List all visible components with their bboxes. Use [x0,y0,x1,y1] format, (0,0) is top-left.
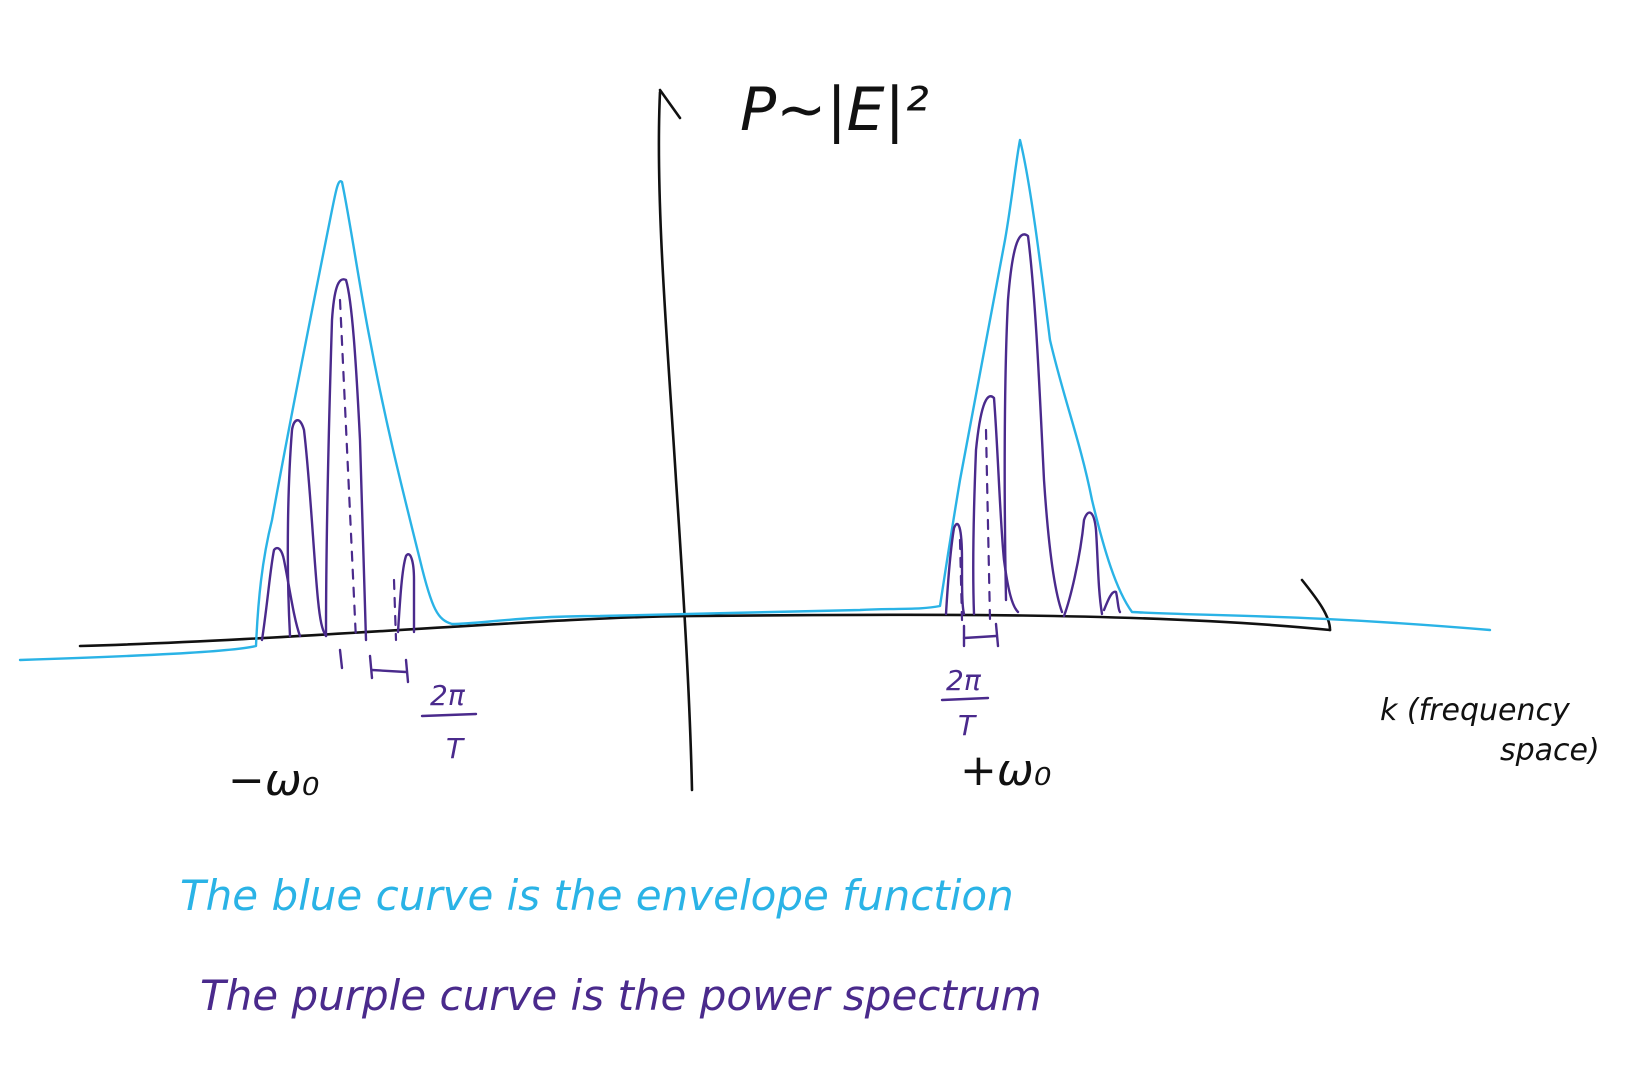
power-spectrum-right [944,233,1122,622]
peak-label-right: +ω₀ [960,745,1051,796]
envelope-curve [18,138,1492,662]
spacing-numerator: 2π [946,664,982,697]
y-axis [657,88,694,792]
x-axis-label-second: space) [1500,733,1600,768]
spacing-marker-right [962,622,1000,648]
note-purple: The purple curve is the power spectrum [200,971,1042,1020]
spacing-fraction-left: 2π T [420,679,478,765]
spacing-numerator: 2π [430,679,466,712]
spacing-denominator: T [958,709,977,742]
spacing-denominator: T [446,732,465,765]
power-spectrum-left [260,278,416,670]
spacing-marker-left [368,654,410,684]
x-axis-label-main: k (frequency [1380,693,1571,728]
note-blue: The blue curve is the envelope function [180,871,1014,920]
y-axis-label: P~|E|² [740,75,929,145]
x-axis [78,578,1332,648]
spacing-fraction-right: 2π T [940,664,990,742]
peak-label-left: −ω₀ [228,755,319,806]
